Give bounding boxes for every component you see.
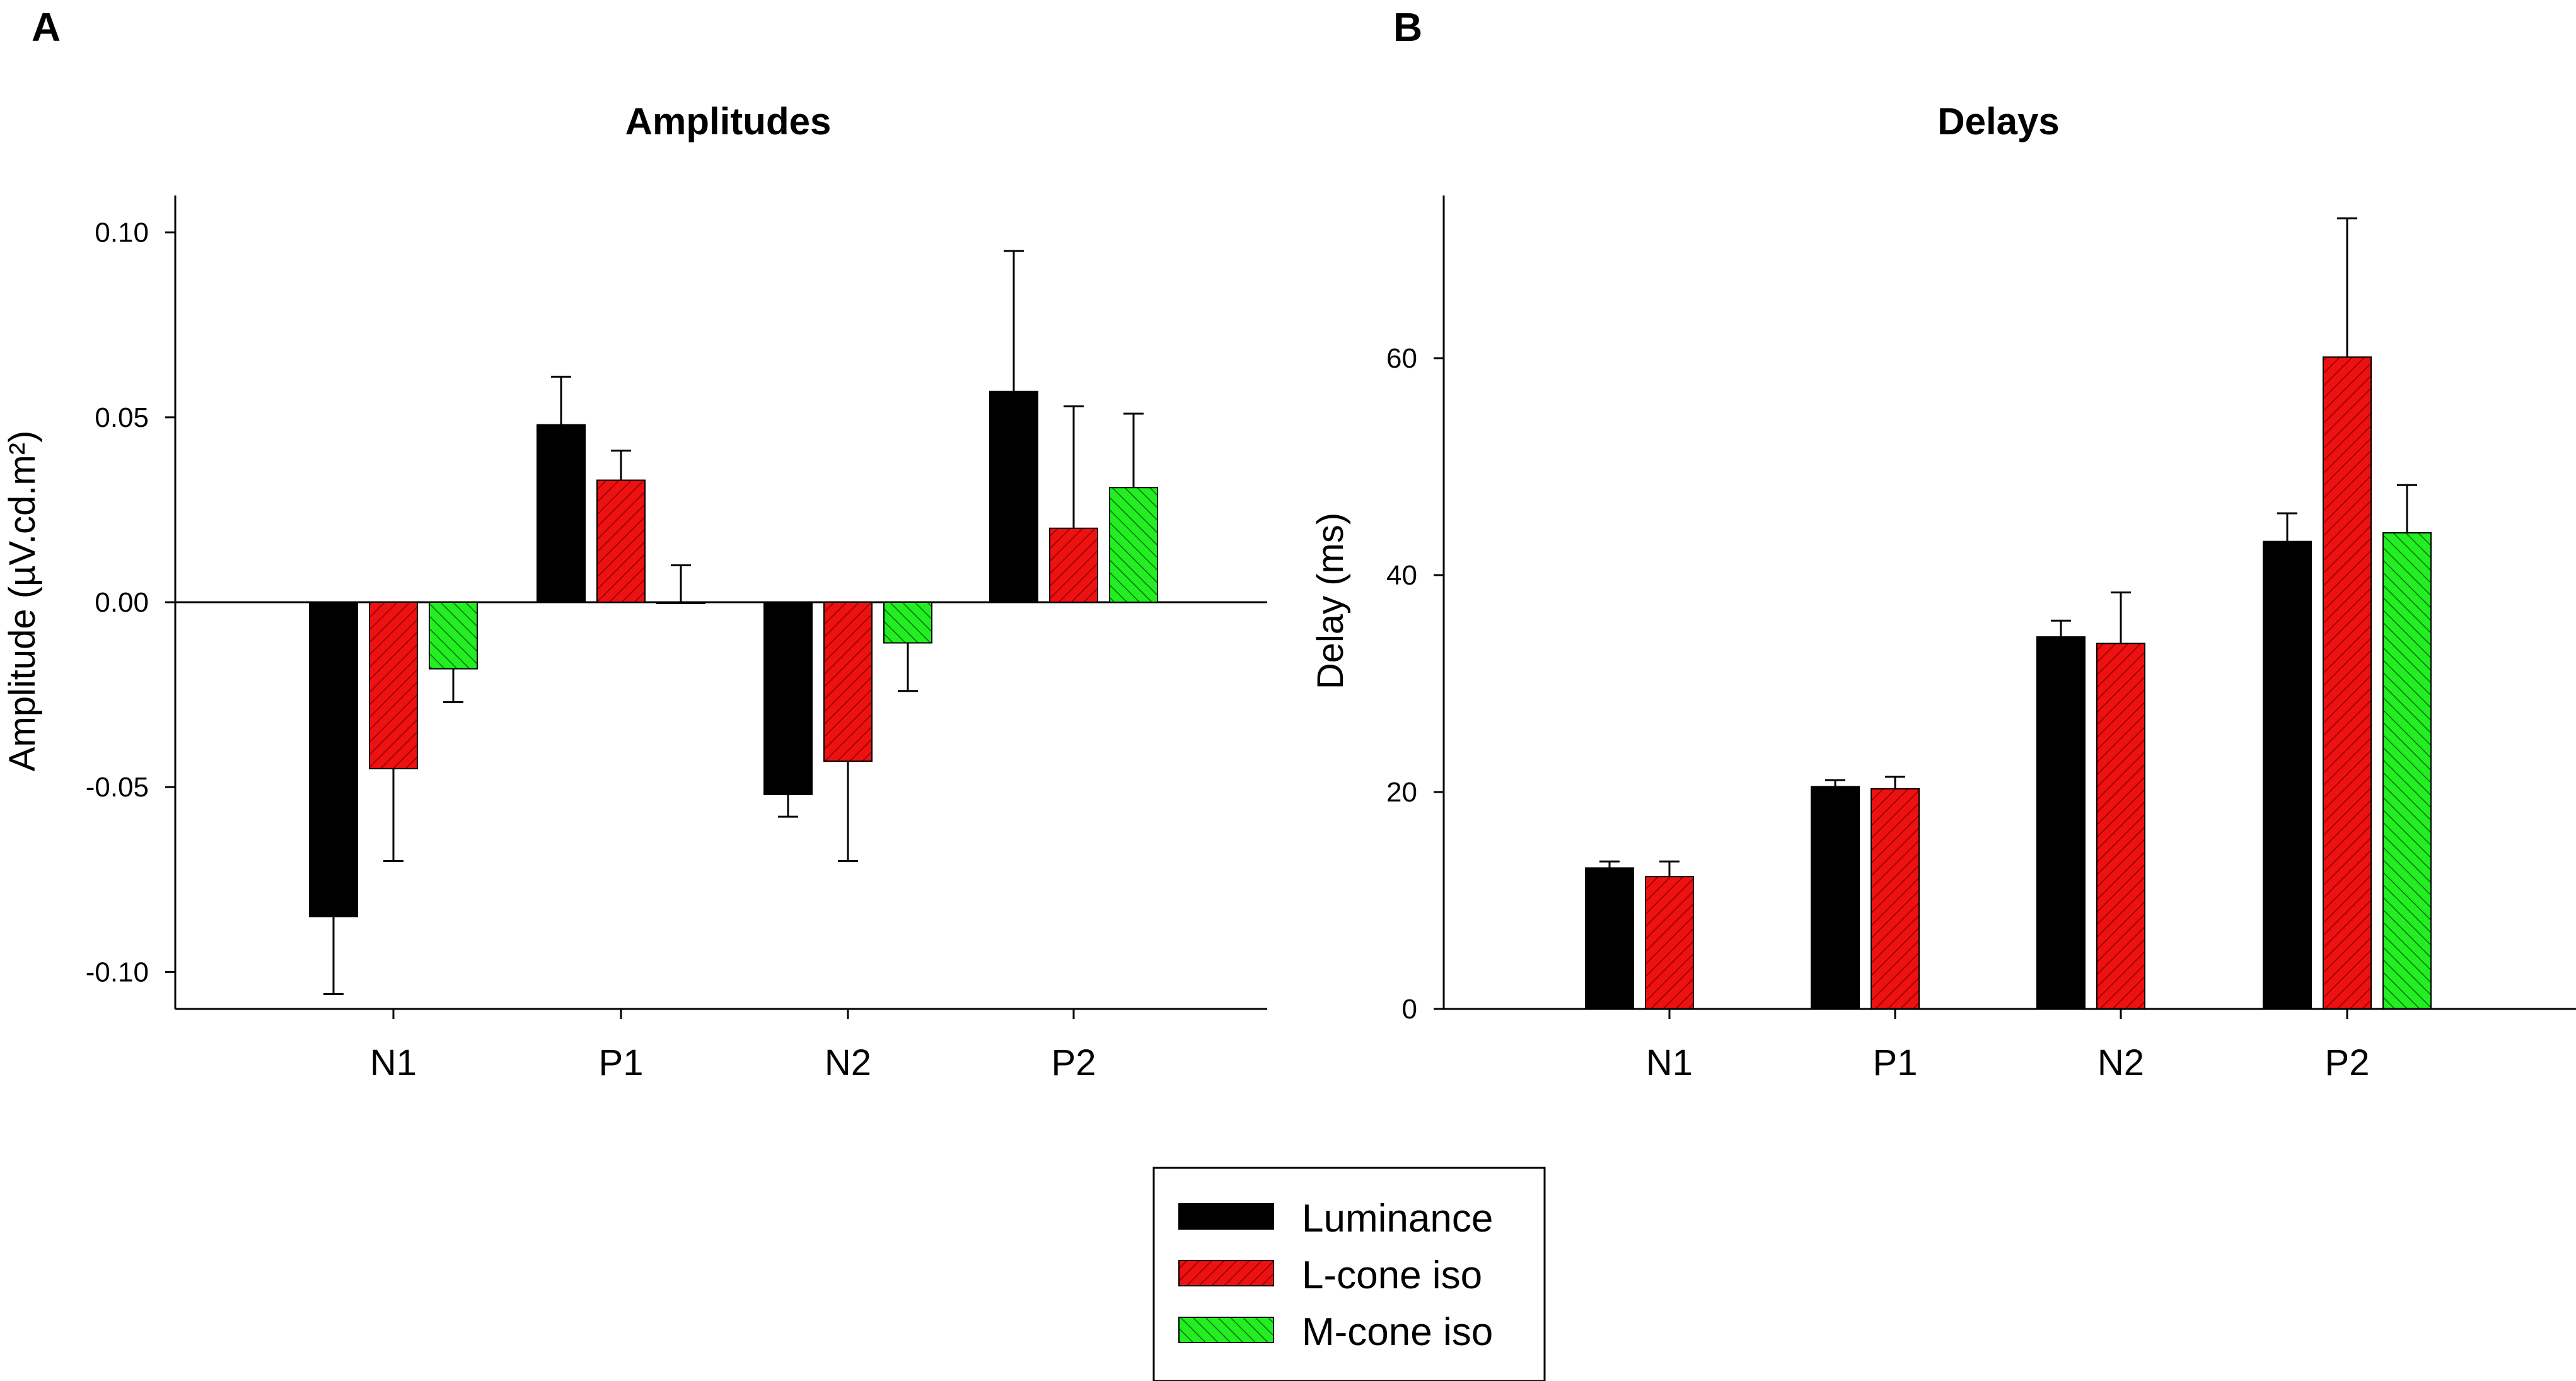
bar-lcone-p1	[596, 479, 646, 603]
bar-luminance-n2	[2036, 636, 2086, 1010]
bar-lcone-n2	[823, 602, 873, 762]
error-bar-lcone-p1	[611, 450, 631, 481]
y-tick-label: 0.10	[95, 218, 149, 248]
error-bar-lcone-n1	[383, 768, 403, 862]
error-bar-lcone-p1	[1885, 776, 1905, 789]
error-bar-mcone-n2	[898, 643, 918, 692]
legend-swatch-luminance	[1178, 1203, 1274, 1230]
error-bar-mcone-p2	[1123, 412, 1144, 488]
bar-luminance-p1	[1811, 786, 1860, 1010]
chart-title: Amplitudes	[625, 100, 832, 143]
legend-label-mcone: M-cone iso	[1302, 1310, 1493, 1354]
bar-mcone-p2	[2382, 532, 2432, 1010]
error-bar-lcone-p2	[1064, 405, 1084, 528]
x-tick-label-n2: N2	[825, 1042, 871, 1083]
panel-letter-b: B	[1393, 4, 1422, 50]
error-bar-luminance-p2	[1004, 250, 1024, 392]
legend: Luminance L-cone iso M-cone iso	[1152, 1167, 1546, 1381]
error-bar-luminance-p1	[1825, 779, 1845, 787]
legend-label-lcone: L-cone iso	[1302, 1254, 1482, 1297]
bar-luminance-p1	[537, 424, 586, 603]
error-bar-lcone-n2	[838, 761, 858, 862]
y-axis-label: Amplitude (µV.cd.m²)	[2, 431, 43, 772]
y-tick-label: 40	[1386, 560, 1417, 591]
x-tick-label-p2: P2	[1052, 1042, 1096, 1083]
delays-chart: Delays Delay (ms) 0 20 40 60 N1 P1 N2 P2	[1310, 100, 2576, 1083]
bar-luminance-p2	[989, 390, 1038, 603]
chart-title: Delays	[1937, 100, 2059, 143]
y-tick-label: -0.05	[86, 772, 149, 803]
legend-swatch-mcone	[1178, 1317, 1274, 1343]
x-tick-label-n2: N2	[2097, 1042, 2144, 1083]
bar-lcone-n1	[369, 602, 418, 769]
error-bar-mcone-p1	[671, 564, 691, 602]
bar-mcone-p2	[1109, 487, 1158, 603]
bar-luminance-p2	[2263, 540, 2312, 1010]
panel-letter-a: A	[32, 4, 61, 50]
legend-swatch-lcone	[1178, 1260, 1274, 1286]
error-bar-lcone-n2	[2111, 591, 2131, 644]
error-bar-luminance-n2	[2051, 619, 2071, 638]
bar-luminance-n1	[1585, 867, 1634, 1010]
bar-mcone-p1	[656, 602, 705, 604]
error-bar-luminance-n1	[1599, 860, 1620, 868]
y-tick-label: 60	[1386, 343, 1417, 374]
legend-label-luminance: Luminance	[1302, 1197, 1493, 1240]
bar-mcone-n2	[883, 602, 932, 644]
error-bar-lcone-n1	[1659, 860, 1680, 877]
x-tick-label-p1: P1	[1873, 1042, 1918, 1083]
bar-lcone-n2	[2096, 643, 2145, 1010]
error-bar-mcone-n1	[443, 668, 463, 703]
y-tick-label: 0.00	[95, 587, 149, 618]
x-tick-label-p2: P2	[2325, 1042, 2370, 1083]
x-tick-label-p1: P1	[599, 1042, 644, 1083]
y-tick-label: -0.10	[86, 957, 149, 988]
x-tick-label-n1: N1	[370, 1042, 417, 1083]
bar-lcone-p1	[1871, 788, 1920, 1010]
bar-luminance-n2	[763, 602, 813, 795]
y-tick-label: 20	[1386, 777, 1417, 808]
y-axis-label: Delay (ms)	[1310, 513, 1351, 689]
bar-luminance-n1	[309, 602, 358, 918]
error-bar-lcone-p2	[2337, 217, 2357, 358]
error-bar-luminance-n2	[778, 794, 798, 818]
bar-lcone-n1	[1645, 876, 1694, 1010]
y-tick-label: 0.05	[95, 402, 149, 433]
y-tick-label: 0	[1402, 994, 1417, 1025]
bar-lcone-p2	[2323, 356, 2372, 1010]
error-bar-luminance-p1	[551, 375, 571, 425]
bar-lcone-p2	[1049, 527, 1098, 603]
x-tick-label-n1: N1	[1646, 1042, 1693, 1083]
error-bar-luminance-p2	[2277, 512, 2297, 542]
error-bar-luminance-n1	[323, 916, 344, 996]
amplitudes-chart: Amplitudes Amplitude (µV.cd.m²) -0.10 -0.…	[2, 100, 1267, 1083]
error-bar-mcone-p2	[2397, 484, 2417, 533]
bar-mcone-n1	[429, 602, 478, 670]
